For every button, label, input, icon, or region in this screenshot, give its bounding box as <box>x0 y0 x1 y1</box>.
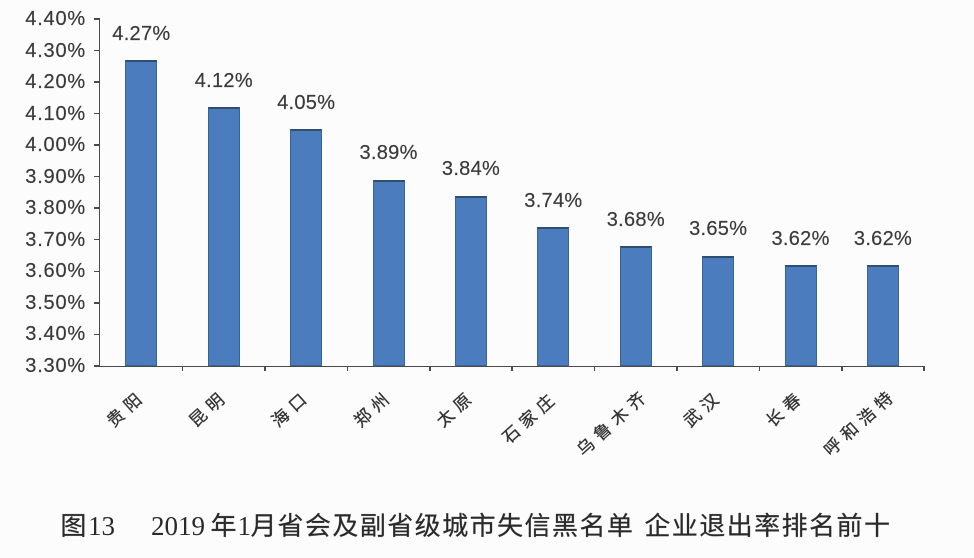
svg-text:13: 13 <box>88 511 115 541</box>
svg-text:1: 1 <box>238 511 252 541</box>
svg-text:2019: 2019 <box>151 511 205 541</box>
